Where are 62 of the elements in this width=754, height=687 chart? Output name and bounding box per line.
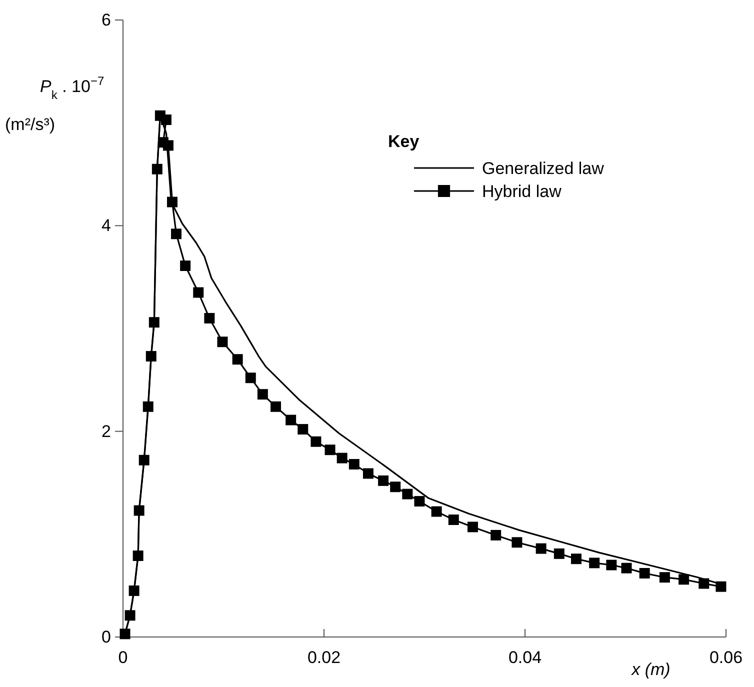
- point: [606, 560, 617, 570]
- point: [348, 458, 360, 470]
- point: [142, 401, 154, 412]
- y-tick-label: 4: [102, 216, 111, 236]
- point: [490, 530, 502, 540]
- point: [431, 506, 442, 517]
- point: [390, 482, 401, 492]
- point: [414, 496, 425, 507]
- point: [336, 452, 348, 464]
- point: [402, 488, 413, 500]
- x-tick-label: 0.06: [709, 648, 743, 668]
- point: [160, 114, 172, 125]
- x-axis-title: x (m): [630, 660, 670, 679]
- x-tick-label: 0.04: [508, 648, 542, 668]
- point: [310, 436, 322, 447]
- point: [659, 572, 670, 583]
- point: [146, 351, 156, 362]
- x-tick-label: 0: [118, 648, 128, 668]
- point: [257, 389, 268, 400]
- legend-label: Generalized law: [482, 159, 605, 178]
- point: [716, 581, 726, 592]
- point: [467, 522, 478, 532]
- point: [571, 554, 582, 564]
- point: [124, 610, 136, 621]
- point: [162, 140, 174, 151]
- point: [698, 578, 710, 589]
- point: [554, 548, 564, 559]
- point: [171, 228, 182, 240]
- text: P$_{k}$ . 10$^{−7}$ (m²/s³): [5, 74, 104, 134]
- point: [134, 505, 144, 516]
- point: [217, 336, 228, 348]
- point: [245, 372, 256, 384]
- point: [378, 475, 389, 486]
- point: [589, 558, 600, 568]
- point: [621, 562, 632, 574]
- point: [232, 354, 243, 365]
- point: [536, 543, 546, 554]
- point: [138, 454, 150, 466]
- point: [120, 628, 130, 640]
- point: [298, 424, 308, 435]
- point: [512, 537, 522, 548]
- point: [132, 550, 144, 562]
- point: [167, 196, 178, 208]
- x-tick-label: 0.02: [307, 648, 341, 668]
- point: [128, 585, 140, 596]
- point: [204, 312, 215, 324]
- point: [270, 401, 282, 412]
- y-tick-label: 0: [102, 627, 111, 646]
- point: [324, 444, 336, 456]
- point: [148, 317, 160, 328]
- point: [180, 260, 191, 272]
- point: [152, 164, 162, 174]
- point: [193, 287, 204, 298]
- legend-label: Hybrid law: [482, 182, 562, 201]
- point: [362, 468, 374, 479]
- point: [286, 414, 296, 426]
- y-tick-label: 6: [102, 10, 111, 30]
- legend-title: Key: [388, 132, 420, 151]
- point: [678, 574, 690, 585]
- point: [639, 568, 650, 578]
- y-tick-label: 2: [102, 422, 111, 441]
- point: [448, 514, 459, 526]
